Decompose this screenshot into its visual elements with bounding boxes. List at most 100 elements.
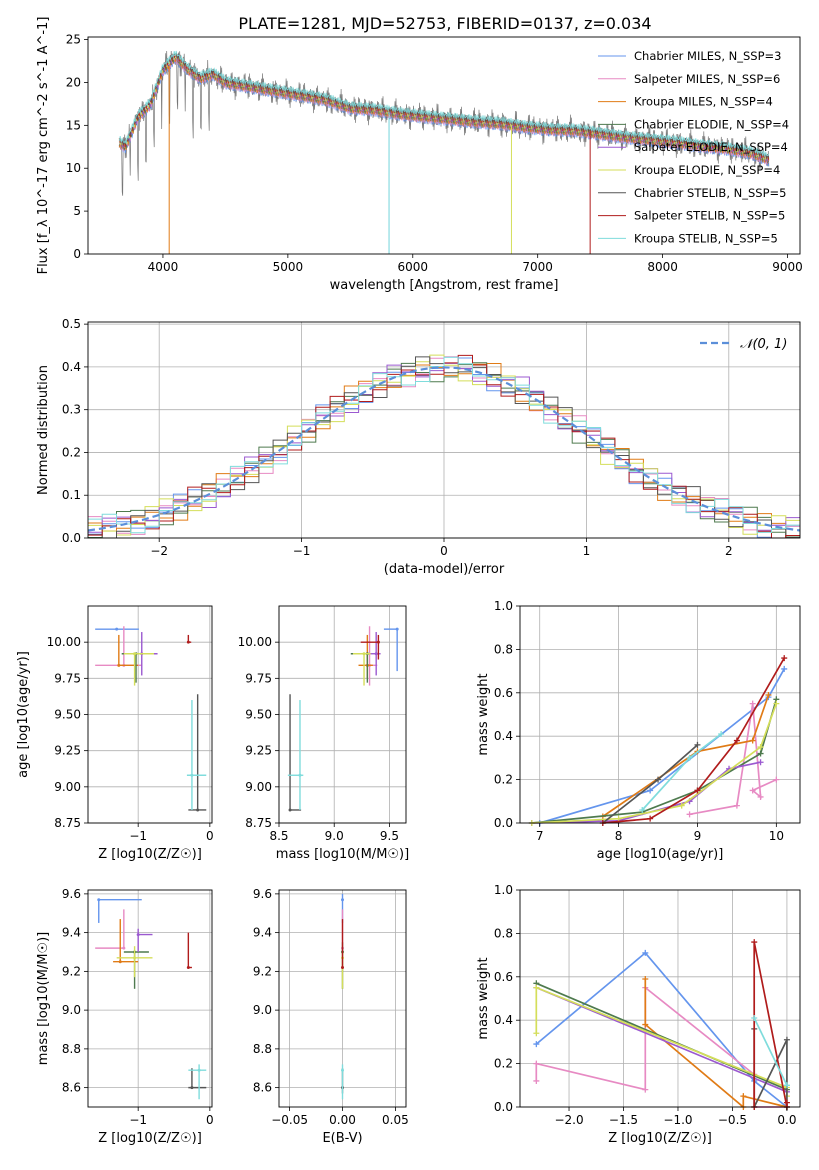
figure-title: PLATE=1281, MJD=52753, FIBERID=0137, z=0… [238,14,651,33]
weight-marker-chabrier_stelib [655,776,662,783]
weight-marker-kroupa_elodie [533,984,540,991]
weight-marker-salpeter_miles [757,793,764,800]
weight-marker-chabrier_stelib [783,1036,790,1043]
legend-label-chabrier_miles: Chabrier MILES, N_SSP=3 [634,49,781,63]
weight-marker-kroupa_stelib [639,806,646,813]
legend-label-salpeter_miles: Salpeter MILES, N_SSP=6 [634,72,780,86]
weight-line-kroupa_stelib [753,1017,788,1086]
weight-marker-kroupa_miles [642,1021,649,1028]
weight-marker-kroupa_elodie [757,744,764,751]
x-tick-label: 9.5 [380,829,399,843]
x-tick-label: −2.0 [554,1113,583,1127]
point-kroupa_elodie [362,652,366,656]
point-salpeter_elodie [374,652,378,656]
point-kroupa_stelib [298,773,302,777]
x-tick-label: −1 [293,544,311,558]
y-tick-label: 8.75 [54,816,81,830]
y-tick-label: 5 [73,204,81,218]
y-tick-label: 9.6 [62,887,81,901]
weight-marker-chabrier_miles [781,665,788,672]
weight-line-chabrier_stelib [753,1028,788,1108]
y-tick-label: 0.2 [494,773,513,787]
y-tick-label: 0.8 [494,926,513,940]
x-tick-label: −1.5 [609,1113,638,1127]
grid-layer [88,322,800,1108]
y-tick-label: 1.0 [494,599,513,613]
point-chabrier_miles [341,898,344,902]
y-axis-label: age [log10(age/yr)] [16,651,31,778]
y-tick-label: 0 [73,247,81,261]
axes-frame [278,605,407,824]
y-tick-label: 9.2 [253,964,272,978]
points-age_vs_mass [287,626,399,812]
y-tick-label: 0.0 [494,1100,513,1114]
y-tick-label: 9.0 [253,1003,272,1017]
weight-marker-chabrier_miles [647,787,654,794]
x-tick-label: 4000 [148,260,179,274]
y-tick-label: 1.0 [494,883,513,897]
x-axis-label: Z [log10(Z/Z☉)] [98,847,202,862]
x-tick-label: 9000 [772,260,803,274]
histogram-salpeter_stelib [88,354,800,538]
x-tick-label: 9.0 [325,829,344,843]
y-tick-label: 0.6 [494,970,513,984]
legend-label-salpeter_stelib: Salpeter STELIB, N_SSP=5 [634,209,785,223]
weight-line-salpeter_elodie [531,761,761,824]
axes-frame [87,605,213,824]
point-salpeter_elodie [136,933,140,937]
y-tick-label: 9.00 [54,780,81,794]
points-age_vs_Z [95,626,207,812]
y-tick-label: 9.75 [54,671,81,685]
weight-line-salpeter_miles [535,985,787,1108]
y-tick-label: 10 [66,161,81,175]
weight-marker-salpeter_miles [533,1060,540,1067]
legend-label-kroupa_stelib: Kroupa STELIB, N_SSP=5 [634,231,778,245]
y-tick-label: 9.50 [54,708,81,722]
weight-marker-salpeter_miles [773,776,780,783]
y-tick-label: 9.50 [245,708,272,722]
legend-label-normal: 𝒩(0, 1) [740,337,787,352]
weight-marker-salpeter_miles [749,700,756,707]
axes-layer: 4000 5000 6000 7000 8000 90000510152025wavele… [16,17,803,1146]
weight-marker-kroupa_stelib [783,1082,790,1089]
x-tick-label: 8 [615,829,623,843]
point-chabrier_miles [115,627,119,631]
x-tick-label: 6000 [397,260,428,274]
y-tick-label: 0.4 [494,1013,513,1027]
x-axis-label: age [log10(age/yr)] [597,847,724,862]
x-axis-label: (data-model)/error [384,562,505,577]
x-axis-label: E(B-V) [322,1131,362,1146]
y-tick-label: 9.25 [54,744,81,758]
x-tick-label: 5000 [273,260,304,274]
x-tick-label: −1 [129,1113,147,1127]
weight-line-chabrier_elodie [535,982,788,1091]
weight-marker-kroupa_stelib [718,731,725,738]
weight-marker-salpeter_elodie [757,759,764,766]
axes-frame [519,889,801,1108]
y-tick-label: 9.6 [253,887,272,901]
weight-marker-kroupa_stelib [686,754,693,761]
x-axis-label: Z [log10(Z/Z☉)] [98,1131,202,1146]
x-axis-label: mass [log10(M/M☉)] [276,847,409,862]
weight-marker-kroupa_miles [642,975,649,982]
y-tick-label: 15 [66,118,81,132]
legend-label-chabrier_elodie: Chabrier ELODIE, N_SSP=4 [634,117,789,131]
y-tick-label: 0.6 [494,686,513,700]
y-tick-label: 10.00 [47,635,81,649]
point-kroupa_miles [118,960,122,964]
point-kroupa_miles [117,663,121,667]
y-tick-label: 0.0 [494,816,513,830]
weight-marker-chabrier_stelib [694,741,701,748]
spectrum-lines [118,50,770,254]
y-tick-label: 0.2 [494,1057,513,1071]
y-axis-label: Normed distribution [36,365,51,495]
y-tick-label: 8.8 [253,1042,272,1056]
axes-frame [278,889,407,1108]
normal-curve [88,366,800,532]
point-chabrier_stelib [196,808,200,812]
y-tick-label: 9.0 [62,1003,81,1017]
weight-marker-kroupa_elodie [533,1030,540,1037]
weight-marker-kroupa_miles [740,1093,747,1100]
y-tick-label: 8.75 [245,816,272,830]
point-salpeter_stelib [376,640,380,644]
